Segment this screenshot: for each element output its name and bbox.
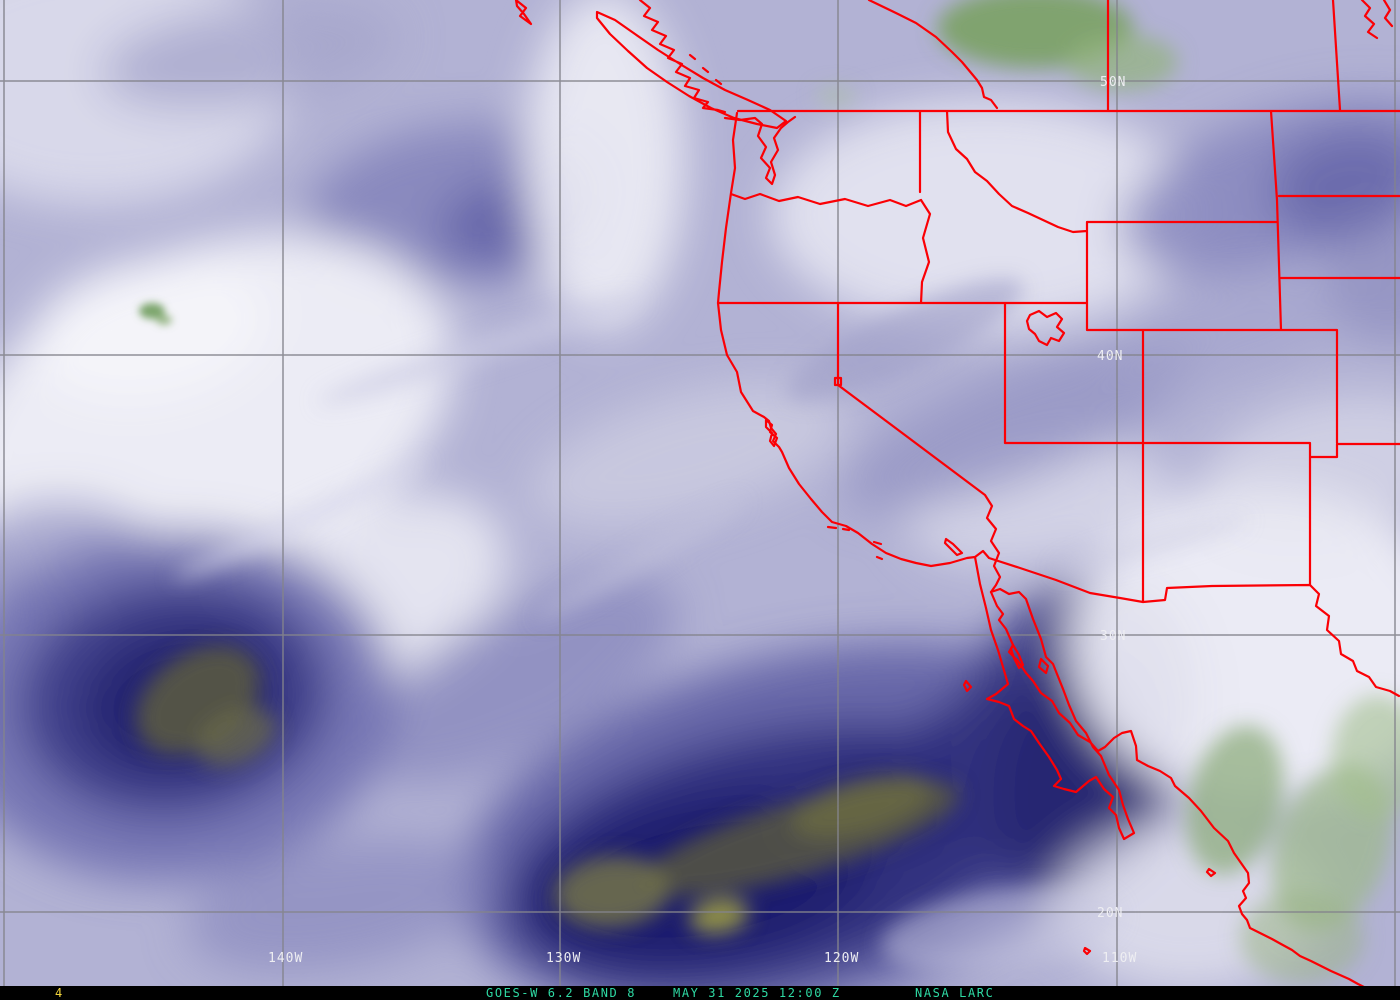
latitude-label-40n: 40N bbox=[1097, 349, 1123, 364]
longitude-label-140w: 140W bbox=[268, 951, 303, 966]
island-vegetation-speck bbox=[139, 303, 172, 325]
latitude-label-20n: 20N bbox=[1097, 906, 1123, 921]
timestamp-label: MAY 31 2025 12:00 Z bbox=[673, 986, 841, 1000]
credit-label: NASA LARC bbox=[915, 986, 995, 1000]
lakes-and-islands bbox=[514, 0, 1394, 956]
latitude-label-50n: 50N bbox=[1100, 75, 1126, 90]
grid-labels: 50N 40N 30N 20N 140W 130W 120W 110W bbox=[268, 75, 1137, 966]
latitude-label-30n: 30N bbox=[1100, 629, 1126, 644]
imagery-fine-features bbox=[136, 0, 1400, 984]
pacific-coastline bbox=[716, 111, 1400, 698]
map-boundaries bbox=[514, 0, 1400, 989]
baja-and-mexico-coastline bbox=[973, 555, 1366, 989]
vancouver-island-and-puget-sound bbox=[595, 0, 797, 186]
longitude-label-130w: 130W bbox=[546, 951, 581, 966]
product-label: GOES-W 6.2 BAND 8 bbox=[486, 986, 637, 1000]
frame-number: 4 bbox=[55, 986, 64, 1000]
longitude-label-120w: 120W bbox=[824, 951, 859, 966]
status-bar: 4 GOES-W 6.2 BAND 8 MAY 31 2025 12:00 Z … bbox=[0, 986, 1400, 1000]
longitude-label-110w: 110W bbox=[1102, 951, 1137, 966]
